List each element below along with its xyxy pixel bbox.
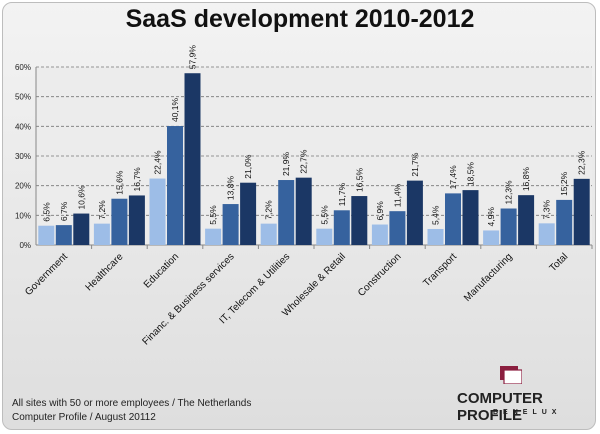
data-label: 12,3% (504, 180, 514, 205)
y-tick-label: 0% (19, 241, 31, 250)
bar (205, 228, 222, 245)
data-label: 22,3% (577, 150, 587, 175)
chart-title: SaaS development 2010-2012 (125, 5, 475, 33)
data-label: 10,6% (76, 185, 86, 210)
category-label: Transport (421, 251, 459, 289)
bar (55, 225, 72, 245)
bar (222, 204, 239, 245)
bar (128, 195, 145, 245)
category-label: Education (142, 251, 181, 290)
bar (240, 182, 257, 245)
bar (38, 225, 55, 245)
data-label: 21,9% (281, 151, 291, 176)
data-label: 11,4% (392, 183, 402, 207)
data-label: 16,8% (521, 167, 531, 192)
bar (538, 223, 555, 245)
data-label: 13,8% (226, 176, 236, 201)
bar (556, 199, 573, 245)
category-label: Construction (356, 251, 403, 298)
bar (278, 180, 295, 245)
data-label: 57,9% (188, 45, 198, 70)
data-label: 5,4% (431, 205, 441, 225)
bar (445, 193, 461, 245)
bar (167, 126, 183, 245)
bar (260, 223, 277, 245)
data-label: 6,5% (41, 202, 51, 222)
data-label: 4,9% (486, 207, 496, 227)
bar (483, 230, 500, 245)
bar (111, 198, 128, 245)
y-tick-label: 40% (15, 122, 31, 131)
bar (295, 177, 312, 245)
bar (573, 178, 590, 245)
bar (462, 190, 479, 245)
footnote-line-1: All sites with 50 or more employees / Th… (12, 398, 252, 409)
bar (427, 228, 444, 245)
data-label: 16,7% (132, 167, 142, 192)
data-label: 6,7% (59, 201, 69, 221)
bar (149, 178, 166, 245)
data-label: 40,1% (170, 97, 180, 122)
data-label: 22,7% (299, 149, 309, 174)
bar (333, 210, 350, 245)
category-label: Total (548, 251, 571, 274)
data-label: 5,5% (319, 205, 329, 225)
data-label: 7,2% (264, 200, 274, 220)
bar (389, 211, 406, 245)
data-label: 22,4% (153, 150, 163, 175)
y-tick-label: 60% (15, 63, 31, 72)
data-label: 7,3% (542, 200, 552, 220)
bar (406, 180, 423, 245)
bar (518, 195, 535, 245)
category-label: Wholesale & Retail (280, 251, 348, 319)
data-label: 21,7% (410, 152, 420, 177)
data-label: 16,5% (354, 168, 364, 193)
data-label: 15,2% (559, 171, 569, 196)
y-tick-label: 20% (15, 182, 31, 191)
y-tick-label: 30% (15, 152, 31, 161)
y-tick-label: 50% (15, 93, 31, 102)
computer-profile-logo-icon (500, 366, 522, 384)
data-label: 5,5% (208, 205, 218, 225)
data-label: 11,7% (337, 182, 347, 206)
bar (73, 213, 90, 245)
data-label: 7,2% (97, 200, 107, 220)
data-label: 15,6% (114, 170, 124, 195)
data-label: 6,9% (375, 201, 385, 221)
category-label: Financ. & Business services (141, 251, 237, 347)
data-label: 21,0% (243, 154, 253, 179)
y-tick-label: 10% (15, 211, 31, 220)
bar (500, 208, 517, 245)
bar (371, 224, 388, 245)
category-label: Manufacturing (462, 251, 515, 304)
category-label: Government (23, 251, 70, 298)
category-label: Healthcare (84, 251, 126, 293)
data-label: 18,5% (466, 162, 476, 187)
bar (184, 73, 201, 245)
footnote-line-2: Computer Profile / August 20112 (12, 412, 156, 423)
data-label: 17,4% (448, 165, 458, 190)
bar (93, 223, 110, 245)
bar (351, 196, 368, 245)
bar (316, 228, 333, 245)
